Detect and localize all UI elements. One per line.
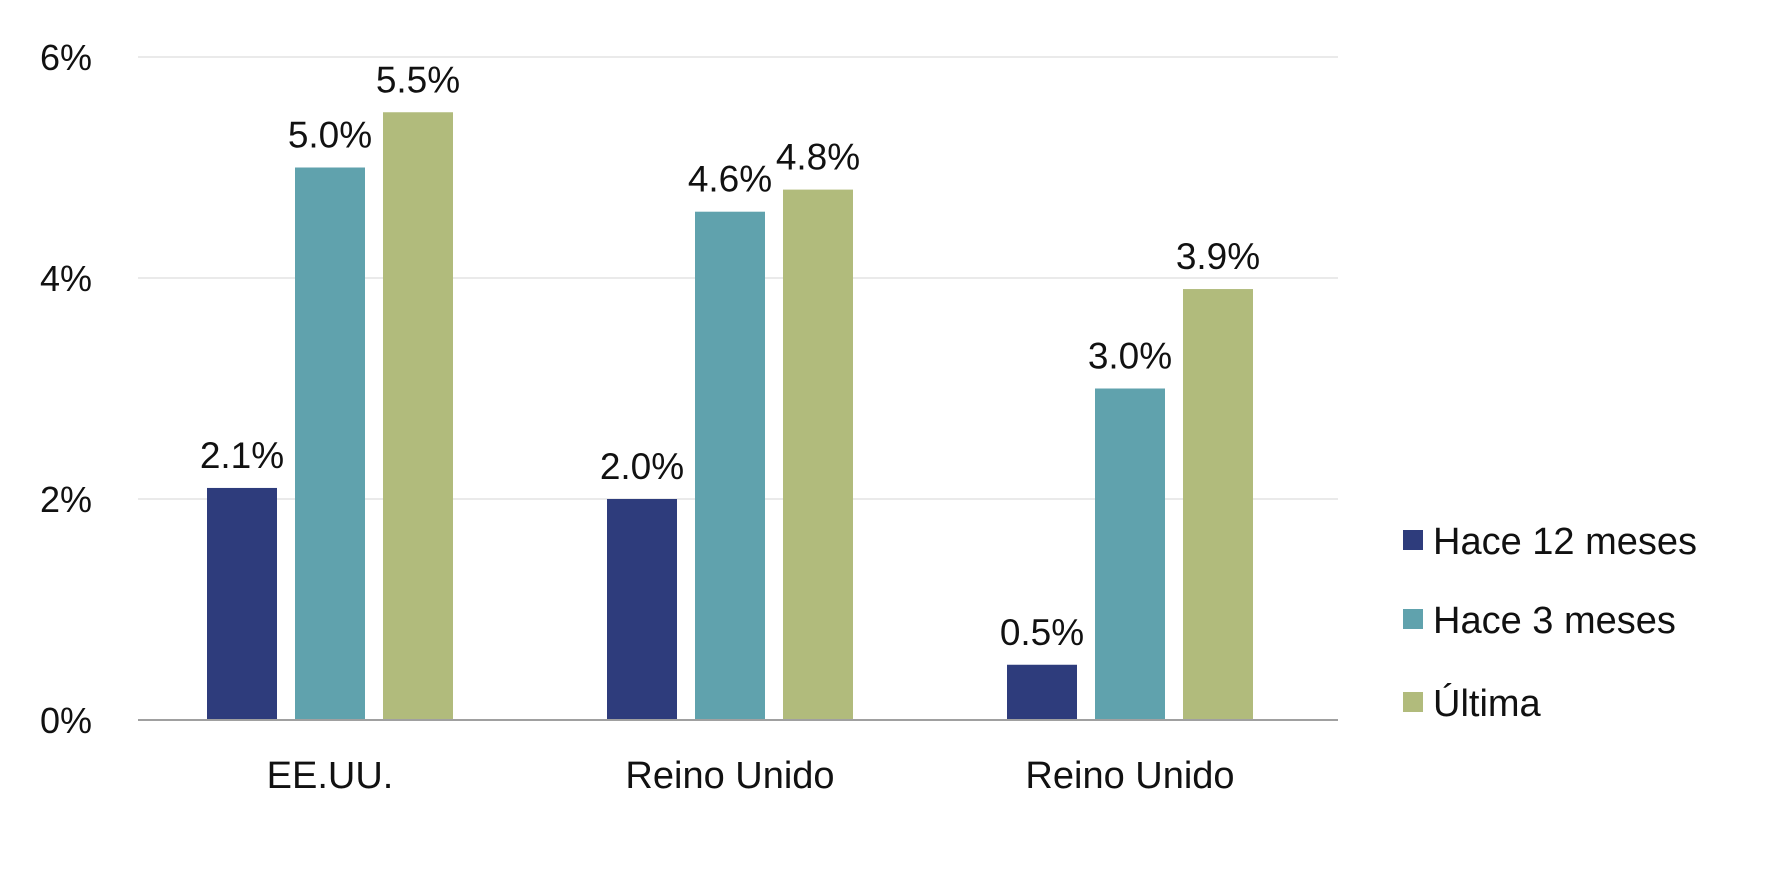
bars: [207, 112, 1253, 721]
bar: [383, 112, 453, 720]
x-axis-categories: EE.UU. Reino Unido Reino Unido: [267, 755, 1235, 797]
legend-label: Hace 3 meses: [1433, 600, 1676, 642]
data-label: 3.0%: [1088, 336, 1172, 377]
y-tick-label: 0%: [40, 700, 92, 741]
data-label: 5.0%: [288, 115, 372, 156]
bar: [295, 167, 365, 720]
data-label: 4.8%: [776, 137, 860, 178]
data-label: 4.6%: [688, 159, 772, 200]
data-label: 3.9%: [1176, 236, 1260, 277]
bar: [1007, 664, 1077, 720]
y-axis-ticks: 0% 2% 4% 6%: [40, 37, 92, 741]
bar: [1095, 388, 1165, 720]
bar: [783, 189, 853, 721]
data-label: 5.5%: [376, 59, 460, 100]
legend-swatch: [1403, 692, 1423, 712]
y-tick-label: 4%: [40, 258, 92, 299]
x-category-label: Reino Unido: [1025, 755, 1234, 797]
y-tick-label: 2%: [40, 479, 92, 520]
legend-label: Hace 12 meses: [1433, 521, 1697, 563]
legend-label: Última: [1433, 682, 1542, 725]
bar: [607, 499, 677, 720]
data-label: 0.5%: [1000, 612, 1084, 653]
data-label: 2.0%: [600, 446, 684, 487]
legend-swatch: [1403, 609, 1423, 629]
y-tick-label: 6%: [40, 37, 92, 78]
legend: Hace 12 meses Hace 3 meses Última: [1403, 521, 1697, 725]
bar: [695, 211, 765, 720]
x-category-label: Reino Unido: [625, 755, 834, 797]
x-category-label: EE.UU.: [267, 755, 394, 797]
data-label: 2.1%: [200, 435, 284, 476]
bar: [1183, 289, 1253, 720]
legend-swatch: [1403, 530, 1423, 550]
bar: [207, 487, 277, 720]
data-labels: 2.1% 5.0%5.5% 2.0% 4.6%4.8% 0.5% 3.0% 3.9%: [200, 59, 1260, 653]
